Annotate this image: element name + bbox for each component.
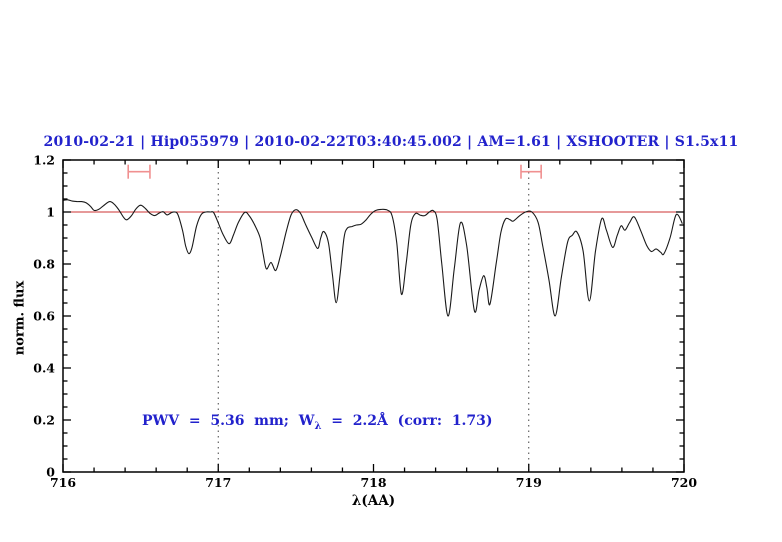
y-tick-label: 0.4 <box>33 361 55 376</box>
x-tick-label: 717 <box>205 475 231 490</box>
pwv-annotation-text: PWV = 5.36 mm; W <box>142 413 315 429</box>
pwv-annotation-text-2: = 2.2Å (corr: 1.73) <box>321 413 493 429</box>
y-tick-label: 0.6 <box>33 309 55 324</box>
pwv-annotation-subscript: λ <box>314 420 322 432</box>
plot-title: 2010-02-21 | Hip055979 | 2010-02-22T03:4… <box>43 134 739 150</box>
y-tick-label: 0 <box>46 465 55 480</box>
pwv-annotation: PWV = 5.36 mm; Wλ = 2.2Å (corr: 1.73) <box>142 413 493 432</box>
x-tick-label: 719 <box>516 475 542 490</box>
x-axis-label: λ(AA) <box>351 493 396 509</box>
x-tick-label: 716 <box>50 475 76 490</box>
x-tick-label: 720 <box>671 475 697 490</box>
y-tick-label: 0.8 <box>33 257 55 272</box>
y-tick-label: 0.2 <box>33 413 55 428</box>
x-tick-label: 718 <box>360 475 386 490</box>
y-tick-label: 1.2 <box>33 153 55 168</box>
spectrum-line <box>62 199 683 317</box>
y-tick-label: 1 <box>46 205 55 220</box>
